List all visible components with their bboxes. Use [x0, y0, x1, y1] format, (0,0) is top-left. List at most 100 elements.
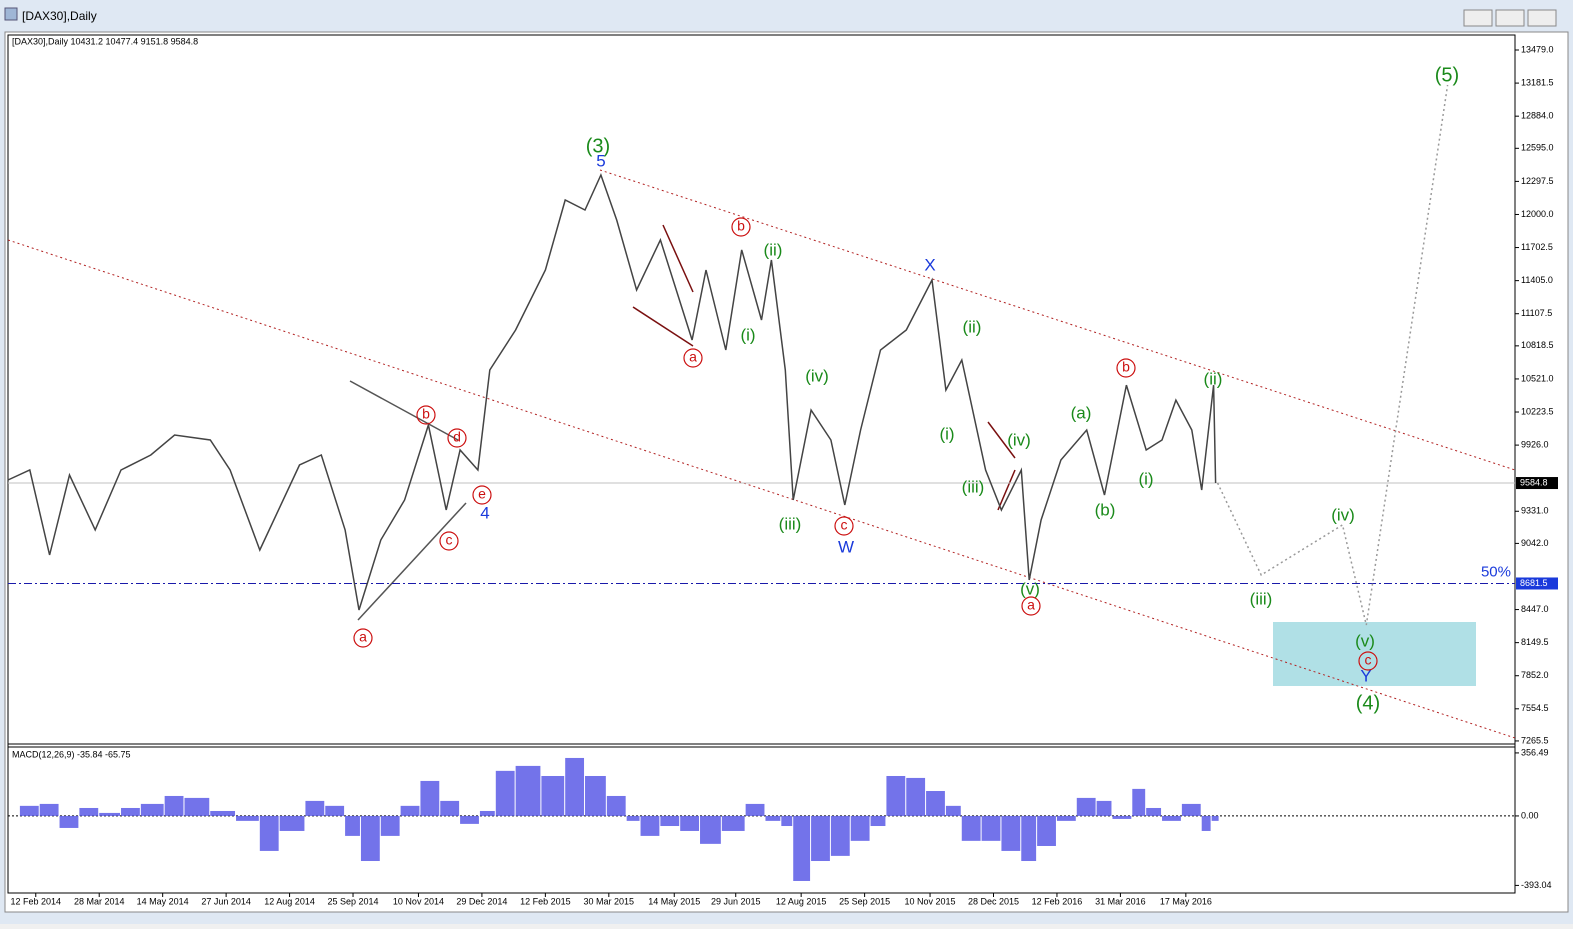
macd-title: MACD(12,26,9) -35.84 -65.75 — [12, 749, 131, 759]
y-tick-label: 11405.0 — [1521, 275, 1553, 285]
macd-bar — [1132, 788, 1146, 816]
level-label-bg — [1516, 577, 1558, 590]
wave-circle — [731, 217, 751, 237]
triangle-line — [349, 380, 459, 441]
wave-label: e — [478, 486, 486, 502]
y-tick-label: 13479.0 — [1521, 44, 1554, 54]
wedge-line — [662, 224, 694, 293]
macd-bar — [99, 812, 121, 816]
macd-bar — [1096, 800, 1112, 816]
macd-bar — [479, 810, 495, 816]
channel-lines — [7, 169, 1516, 739]
wave-label: Y — [1360, 666, 1371, 685]
wave-circle — [1116, 358, 1136, 378]
macd-bar — [79, 807, 99, 816]
macd-bar — [325, 805, 345, 816]
x-tick-label: 28 Mar 2014 — [74, 896, 125, 906]
price-line-series — [7, 172, 1217, 611]
macd-bar — [1146, 807, 1162, 816]
x-tick-label: 29 Dec 2014 — [456, 896, 507, 906]
x-tick-label: 12 Feb 2014 — [10, 896, 61, 906]
macd-bar — [1112, 815, 1132, 819]
wave-circle — [472, 485, 492, 505]
wave-label: a — [1027, 597, 1035, 613]
wave-label: d — [453, 429, 461, 445]
macd-bar — [360, 815, 380, 862]
wedge-lines — [632, 224, 1016, 511]
macd-bar — [830, 815, 850, 856]
level-percent: 50% — [1481, 563, 1511, 580]
x-tick-label: 10 Nov 2015 — [905, 896, 956, 906]
wave-label: c — [1365, 652, 1372, 668]
y-tick-label: 7852.0 — [1521, 670, 1549, 680]
macd-bar — [121, 807, 140, 816]
x-tick-label: 28 Dec 2015 — [968, 896, 1019, 906]
maximize-button[interactable] — [1495, 9, 1525, 27]
wave-label: (3) — [586, 135, 610, 157]
wave-label: (4) — [1356, 692, 1380, 714]
wave-circle — [439, 531, 459, 551]
x-tick-label: 14 May 2014 — [137, 896, 189, 906]
y-tick-label: 12297.5 — [1521, 176, 1554, 186]
minimize-button[interactable] — [1463, 9, 1493, 27]
wave-label: (iii) — [779, 514, 802, 533]
x-tick-label: 14 May 2015 — [648, 896, 700, 906]
wedge-line — [987, 421, 1016, 459]
macd-tick-label: -393.04 — [1521, 880, 1552, 890]
macd-bar — [906, 777, 926, 816]
macd-bar — [460, 815, 479, 824]
x-tick-label: 29 Jun 2015 — [711, 896, 761, 906]
macd-bar — [140, 803, 164, 816]
macd-bar — [345, 815, 360, 836]
macd-bar — [236, 815, 259, 821]
macd-bar — [1162, 815, 1181, 821]
y-tick-label: 8447.0 — [1521, 604, 1549, 614]
macd-bar — [781, 815, 793, 827]
macd-bar — [1021, 815, 1037, 862]
x-tick-label: 31 Mar 2016 — [1095, 896, 1146, 906]
wave-label: a — [689, 349, 697, 365]
macd-bar — [745, 803, 765, 816]
macd-bar — [184, 797, 210, 816]
window-title: [DAX30],Daily — [22, 9, 97, 23]
wave-label: 4 — [480, 503, 489, 522]
macd-bar — [19, 805, 39, 816]
wave-label: (i) — [939, 424, 954, 443]
wedge-line — [632, 306, 694, 347]
macd-bar — [164, 795, 184, 816]
wave-label: X — [924, 255, 935, 274]
wave-label: (i) — [1138, 469, 1153, 488]
price-label-bg — [1516, 477, 1558, 490]
macd-bar — [721, 815, 745, 831]
wave-label: (v) — [1020, 579, 1040, 598]
wave-label: (ii) — [963, 317, 982, 336]
pattern-lines — [349, 380, 467, 621]
wave-label: W — [838, 537, 854, 556]
macd-bar — [1201, 815, 1211, 831]
x-tick-label: 17 May 2016 — [1160, 896, 1212, 906]
price-label: 9584.8 — [1520, 477, 1548, 487]
y-tick-label: 10818.5 — [1521, 340, 1554, 350]
wave-label: (ii) — [1204, 369, 1223, 388]
y-tick-label: 9331.0 — [1521, 506, 1549, 516]
macd-bar — [1181, 803, 1201, 816]
wave-circle — [1358, 651, 1378, 671]
macd-bar — [1211, 815, 1219, 821]
wave-circle — [353, 628, 373, 648]
y-tick-label: 12000.0 — [1521, 209, 1554, 219]
wave-label: 5 — [596, 151, 605, 170]
macd-tick-label: 0.00 — [1521, 810, 1539, 820]
macd-bar — [700, 815, 721, 844]
x-tick-label: 12 Feb 2015 — [520, 896, 571, 906]
macd-bar — [585, 775, 606, 816]
y-tick-label: 8149.5 — [1521, 637, 1549, 647]
macd-bar — [886, 775, 906, 816]
y-tick-label: 7554.5 — [1521, 703, 1549, 713]
y-tick-label: 12884.0 — [1521, 111, 1554, 121]
macd-bar — [420, 780, 440, 816]
close-button[interactable] — [1527, 9, 1557, 27]
x-tick-label: 10 Nov 2014 — [393, 896, 444, 906]
macd-bar — [279, 815, 305, 831]
